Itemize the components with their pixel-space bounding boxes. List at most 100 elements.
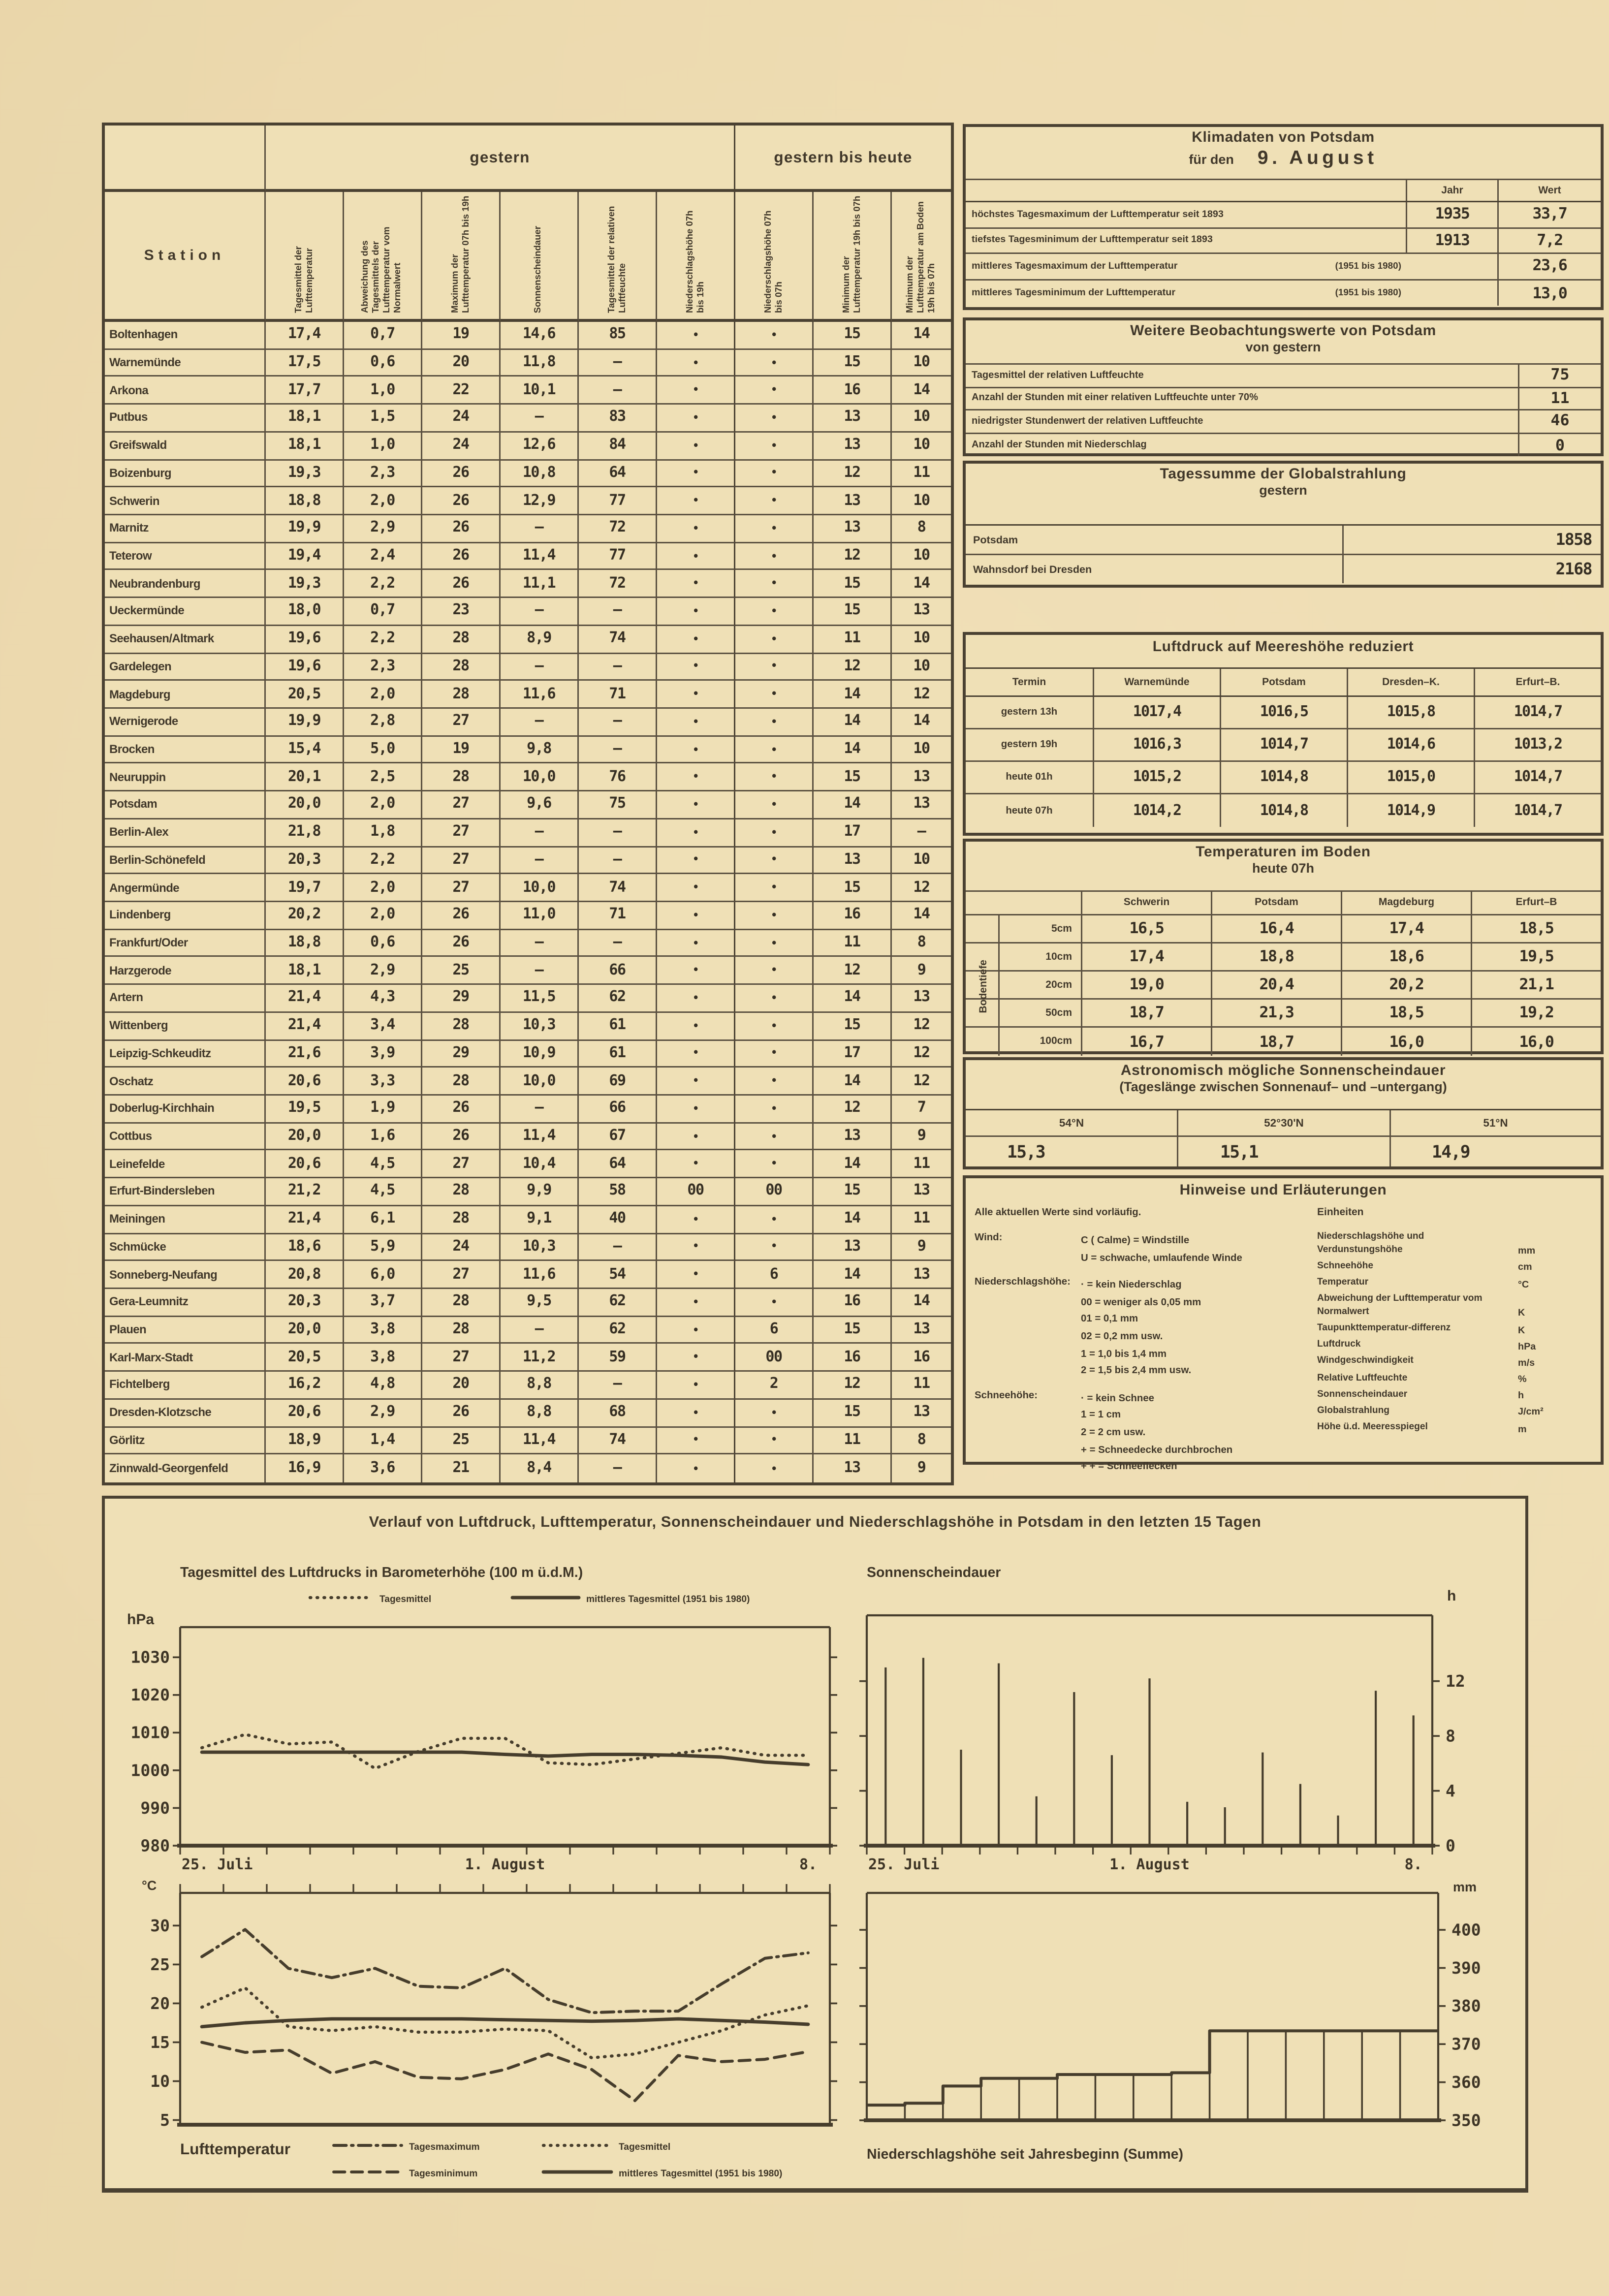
station-value: 75: [579, 791, 657, 819]
boden-col-header: Potsdam: [1211, 892, 1341, 914]
klimadaten-row-label: mittleres Tagesminimum der Lufttemperatu…: [966, 280, 1406, 306]
station-value: •: [657, 1317, 735, 1345]
station-value: 19,9: [266, 515, 344, 543]
station-value: •: [735, 432, 814, 460]
station-value: 13: [814, 432, 892, 460]
station-value: •: [735, 1123, 814, 1151]
station-value: –: [579, 377, 657, 405]
station-value: 28: [422, 1206, 501, 1234]
station-value: 10: [892, 488, 951, 515]
station-value: 62: [579, 985, 657, 1013]
station-value: 10,4: [501, 1151, 579, 1179]
y-tick-label: 5: [160, 2110, 170, 2130]
column-header-text: Minimum der Lufttemperatur 19h bis 07h: [841, 195, 862, 313]
luftdruck-row: gestern 13h 1017,4 1016,5 1015,8 1014,7: [966, 697, 1601, 729]
station-value: •: [657, 847, 735, 875]
station-value: 13: [814, 515, 892, 543]
station-value: 12: [892, 681, 951, 709]
station-name: Leinefelde: [105, 1151, 266, 1179]
station-value: 0,7: [344, 322, 422, 350]
station-value: 15: [814, 1012, 892, 1040]
klimadaten-rows: höchstes Tagesmaximum der Lufttemperatur…: [966, 202, 1601, 307]
globalstrahlung-rows: Potsdam 1858 Wahnsdorf bei Dresden 2168: [966, 524, 1601, 584]
column-header: Niederschlagshöhe 07h bis 07h: [735, 192, 814, 322]
station-value: 10: [892, 626, 951, 654]
chart-title: Niederschlagshöhe seit Jahresbeginn (Sum…: [867, 2146, 1183, 2162]
station-value: 9: [892, 957, 951, 985]
boden-value: 16,0: [1341, 1028, 1471, 1056]
station-value: •: [657, 1233, 735, 1261]
station-value: •: [657, 681, 735, 709]
y-tick-label: 10: [150, 2072, 170, 2091]
station-value: 71: [579, 681, 657, 709]
einheiten-header: Einheiten: [1317, 1208, 1364, 1218]
station-value: 28: [422, 764, 501, 792]
station-name: Neubrandenburg: [105, 570, 266, 598]
station-value: 15: [814, 1317, 892, 1345]
station-name: Artern: [105, 985, 266, 1013]
station-value: 26: [422, 1399, 501, 1427]
station-value: •: [735, 515, 814, 543]
boden-title-bar: Temperaturen im Boden heute 07h: [966, 842, 1601, 892]
klimadaten-row-jahr: 1935: [1406, 202, 1497, 227]
hinweise-legend-defs: · = kein Schnee 1 = 1 cm 2 = 2 cm usw. + = …: [1081, 1390, 1232, 1476]
station-value: 11: [892, 1206, 951, 1234]
station-value: 13: [814, 487, 892, 515]
station-value: 27: [422, 1151, 501, 1179]
einheit-unit: m/s: [1518, 1358, 1535, 1369]
einheit-row: Globalstrahlung J/cm²: [1317, 1406, 1601, 1418]
station-value: •: [735, 985, 814, 1013]
station-value: 0,6: [344, 930, 422, 958]
station-name: Arkona: [105, 377, 266, 405]
station-value: •: [657, 1399, 735, 1427]
hinweise-legend-block: Wind: C ( Calme) = Windstille U = schwache…: [975, 1233, 1308, 1267]
station-value: 6,1: [344, 1206, 422, 1234]
station-value: 5,9: [344, 1233, 422, 1261]
station-value: 12: [892, 1013, 951, 1040]
beobachtung-row-wert: 46: [1518, 410, 1601, 433]
luftdruck-value: 1014,9: [1347, 794, 1474, 827]
station-value: 9: [892, 1234, 951, 1261]
station-value: 40: [579, 1206, 657, 1234]
station-value: •: [735, 736, 814, 764]
column-header-text: Maximum der Lufttemperatur 07h bis 19h: [450, 195, 471, 313]
station-value: •: [735, 1206, 814, 1234]
station-value: 71: [579, 902, 657, 930]
einheit-row: Niederschlagshöhe und Verdunstungshöhe mm: [1317, 1231, 1601, 1257]
station-value: •: [657, 1454, 735, 1482]
station-value: 9,9: [501, 1178, 579, 1206]
luftdruck-termin: gestern 19h: [1001, 740, 1058, 750]
station-value: 19,6: [266, 653, 344, 681]
station-value: 10,3: [501, 1012, 579, 1040]
station-value: 12: [814, 1095, 892, 1124]
klimadaten-header-spacer: [966, 180, 1406, 201]
astro-title: Astronomisch mögliche Sonnenscheindauer: [1120, 1063, 1446, 1079]
station-value: 77: [579, 487, 657, 515]
station-value: 18,9: [266, 1427, 344, 1455]
einheit-name: Abweichung der Lufttemperatur vom Normal…: [1317, 1293, 1483, 1317]
series-dashed: [200, 2041, 810, 2103]
beobachtung-row-label: Anzahl der Stunden mit Niederschlag: [972, 440, 1147, 451]
station-name: Gardelegen: [105, 653, 266, 681]
station-value: 11: [814, 626, 892, 654]
klimadaten-row-label: höchstes Tagesmaximum der Lufttemperatur…: [966, 202, 1406, 227]
station-value: –: [579, 598, 657, 626]
station-value: 11,8: [501, 349, 579, 377]
column-header-text: Niederschlagshöhe 07h bis 07h: [763, 210, 784, 313]
astro-values-row: 15,3 15,1 14,9: [966, 1137, 1601, 1166]
station-value: 2,0: [344, 791, 422, 819]
einheit-unit: mm: [1518, 1246, 1536, 1257]
station-name: Erfurt-Bindersleben: [105, 1178, 266, 1206]
legend-label: Tagesminimum: [409, 2169, 477, 2179]
luftdruck-value: 1016,3: [1093, 729, 1220, 760]
station-value: –: [579, 736, 657, 764]
station-value: 62: [579, 1289, 657, 1317]
station-value: 10: [892, 405, 951, 433]
station-value: 12: [814, 1372, 892, 1400]
luftdruck-row: gestern 19h 1016,3 1014,7 1014,6 1013,2: [966, 729, 1601, 762]
station-value: 10,8: [501, 460, 579, 488]
station-value: 5,0: [344, 736, 422, 764]
station-value: 14,6: [501, 322, 579, 350]
station-value: 20: [422, 1372, 501, 1400]
hinweise-legend-def: 2 = 2 cm usw.: [1081, 1427, 1146, 1438]
